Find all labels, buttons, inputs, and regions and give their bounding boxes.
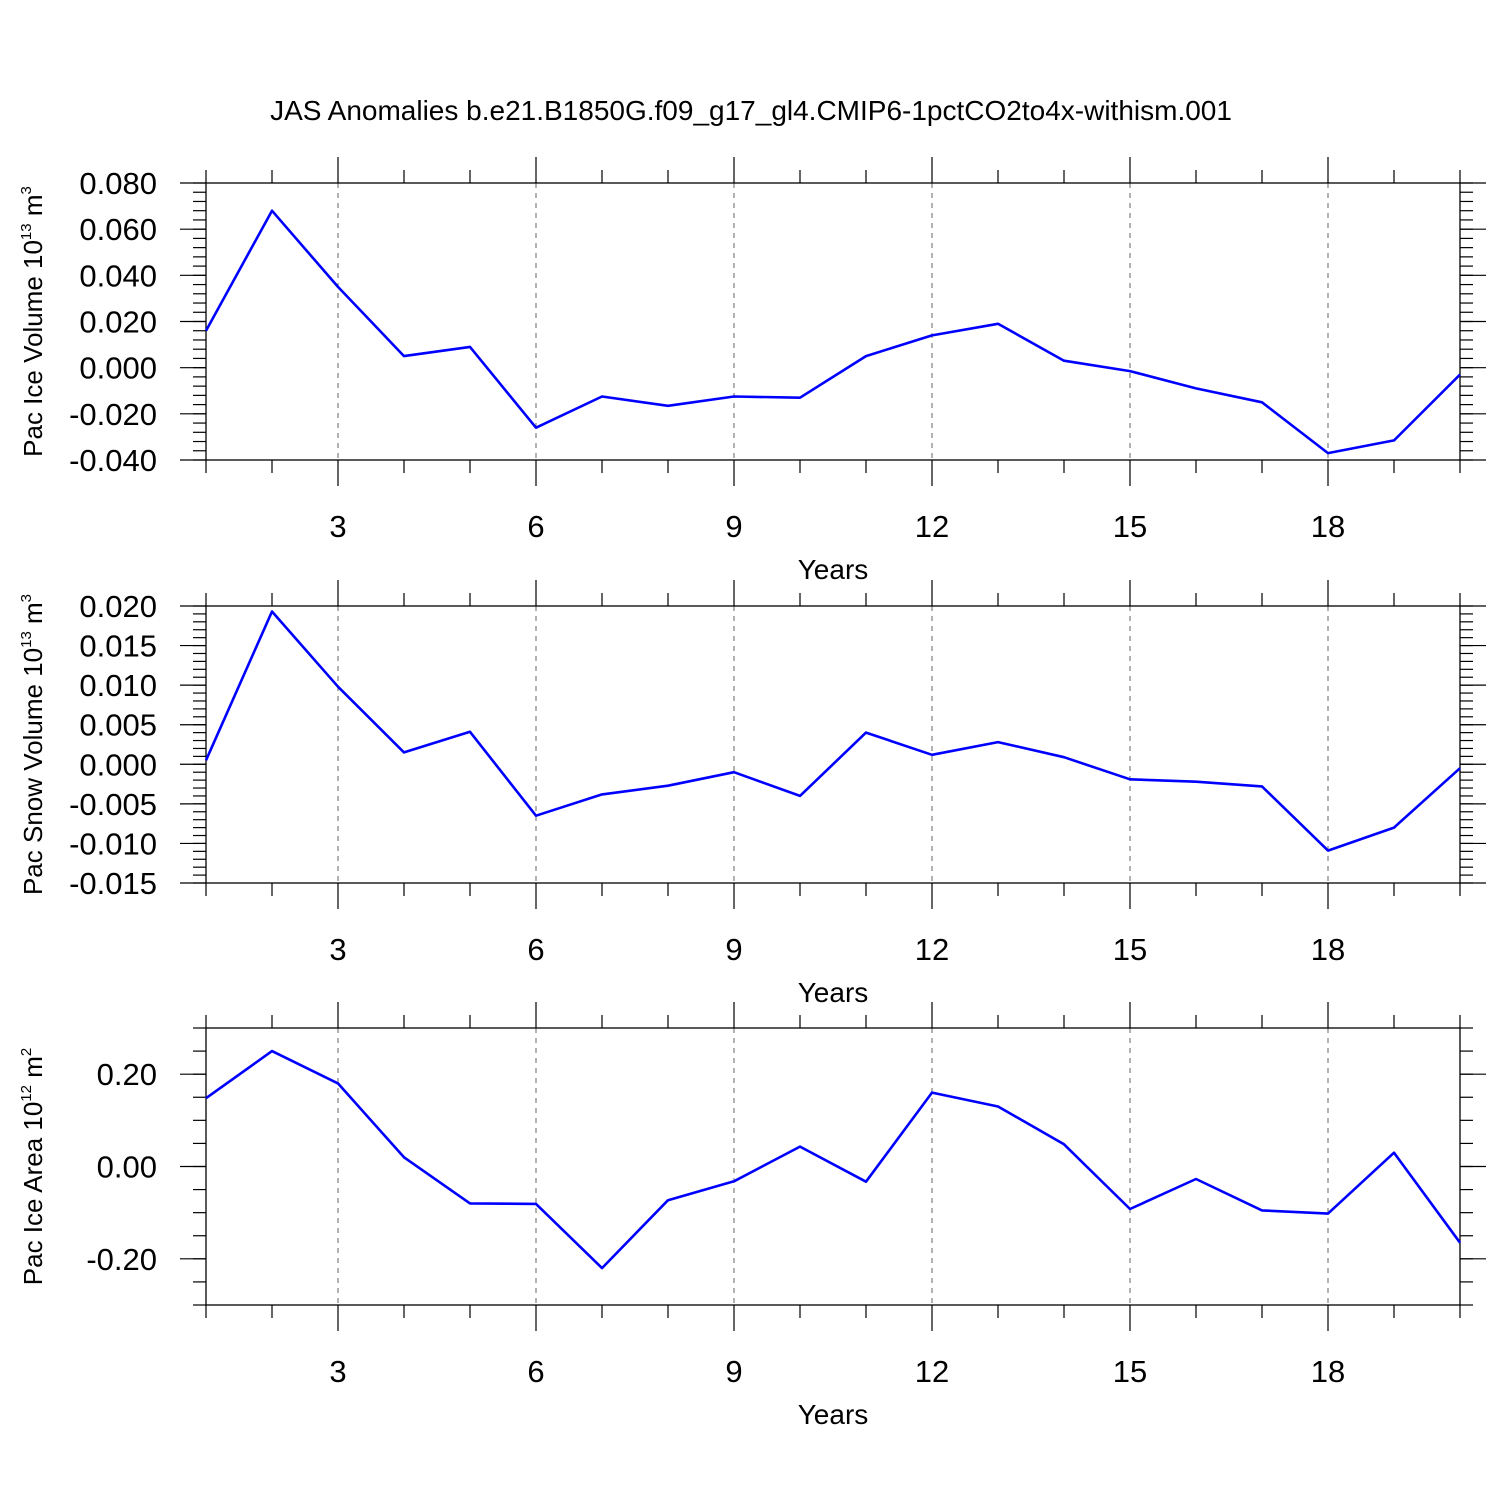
y-tick-label: -0.040 bbox=[69, 443, 157, 478]
y-tick-label: 0.015 bbox=[79, 629, 157, 664]
panel-snow-volume: -0.015 -0.010 -0.005 0.000 0.005 0.010 0… bbox=[18, 580, 1486, 1008]
grid-lines bbox=[337, 183, 1329, 460]
y-tick-label: 0.020 bbox=[79, 305, 157, 340]
y-tick-labels: -0.015 -0.010 -0.005 0.000 0.005 0.010 0… bbox=[69, 589, 157, 901]
y-tick-label: -0.005 bbox=[69, 787, 157, 822]
x-tick-labels: 3 6 9 12 15 18 bbox=[329, 932, 1345, 967]
grid-lines bbox=[337, 1028, 1329, 1305]
grid-lines bbox=[337, 606, 1329, 883]
x-tick-label: 15 bbox=[1113, 932, 1147, 967]
x-axis-label: Years bbox=[798, 1399, 869, 1430]
y-tick-label: 0.000 bbox=[79, 747, 157, 782]
y-tick-label: 0.005 bbox=[79, 708, 157, 743]
axis-ticks bbox=[180, 157, 1486, 486]
y-tick-label: 0.020 bbox=[79, 589, 157, 624]
y-tick-label: 0.040 bbox=[79, 258, 157, 293]
series-line bbox=[204, 209, 1461, 455]
x-tick-label: 18 bbox=[1311, 509, 1345, 544]
x-tick-label: 9 bbox=[725, 932, 742, 967]
x-tick-label: 15 bbox=[1113, 1354, 1147, 1389]
y-axis-label: Pac Ice Volume 1013 m3 bbox=[18, 186, 48, 457]
y-tick-label: -0.020 bbox=[69, 397, 157, 432]
x-tick-label: 15 bbox=[1113, 509, 1147, 544]
x-tick-label: 3 bbox=[329, 1354, 346, 1389]
x-tick-label: 9 bbox=[725, 509, 742, 544]
x-tick-label: 12 bbox=[915, 932, 949, 967]
y-axis-label: Pac Snow Volume 1013 m3 bbox=[18, 594, 48, 895]
plot-frame bbox=[205, 1027, 1461, 1306]
series-line bbox=[204, 610, 1461, 852]
y-tick-label: -0.010 bbox=[69, 826, 157, 861]
y-tick-label: -0.20 bbox=[86, 1242, 157, 1277]
x-tick-label: 12 bbox=[915, 1354, 949, 1389]
x-tick-label: 6 bbox=[527, 509, 544, 544]
x-tick-labels: 3 6 9 12 15 18 bbox=[329, 1354, 1345, 1389]
x-tick-label: 6 bbox=[527, 1354, 544, 1389]
y-tick-label: -0.015 bbox=[69, 866, 157, 901]
x-tick-label: 3 bbox=[329, 509, 346, 544]
panel-ice-area: -0.20 0.00 0.20 3 6 9 12 15 18 Years Pac… bbox=[18, 1002, 1486, 1430]
x-tick-label: 3 bbox=[329, 932, 346, 967]
y-tick-label: 0.00 bbox=[97, 1150, 157, 1185]
y-tick-label: 0.20 bbox=[97, 1057, 157, 1092]
x-tick-label: 18 bbox=[1311, 1354, 1345, 1389]
y-tick-labels: -0.20 0.00 0.20 bbox=[86, 1057, 157, 1277]
series-line bbox=[205, 1049, 1462, 1270]
axis-ticks bbox=[180, 1002, 1486, 1331]
y-tick-labels: -0.040 -0.020 0.000 0.020 0.040 0.060 0.… bbox=[69, 166, 157, 478]
x-tick-label: 18 bbox=[1311, 932, 1345, 967]
x-tick-labels: 3 6 9 12 15 18 bbox=[329, 509, 1345, 544]
plot-frame bbox=[205, 182, 1461, 461]
x-axis-label: Years bbox=[798, 554, 869, 585]
x-tick-label: 12 bbox=[915, 509, 949, 544]
y-tick-label: 0.060 bbox=[79, 212, 157, 247]
y-tick-label: 0.000 bbox=[79, 351, 157, 386]
figure-title: JAS Anomalies b.e21.B1850G.f09_g17_gl4.C… bbox=[270, 95, 1232, 126]
plot-frame bbox=[205, 605, 1461, 884]
panel-ice-volume: -0.040 -0.020 0.000 0.020 0.040 0.060 0.… bbox=[18, 157, 1486, 585]
y-tick-label: 0.010 bbox=[79, 668, 157, 703]
x-tick-label: 6 bbox=[527, 932, 544, 967]
x-axis-label: Years bbox=[798, 977, 869, 1008]
y-tick-label: 0.080 bbox=[79, 166, 157, 201]
axis-ticks bbox=[180, 580, 1486, 909]
x-tick-label: 9 bbox=[725, 1354, 742, 1389]
y-axis-label: Pac Ice Area 1012 m2 bbox=[18, 1048, 48, 1285]
